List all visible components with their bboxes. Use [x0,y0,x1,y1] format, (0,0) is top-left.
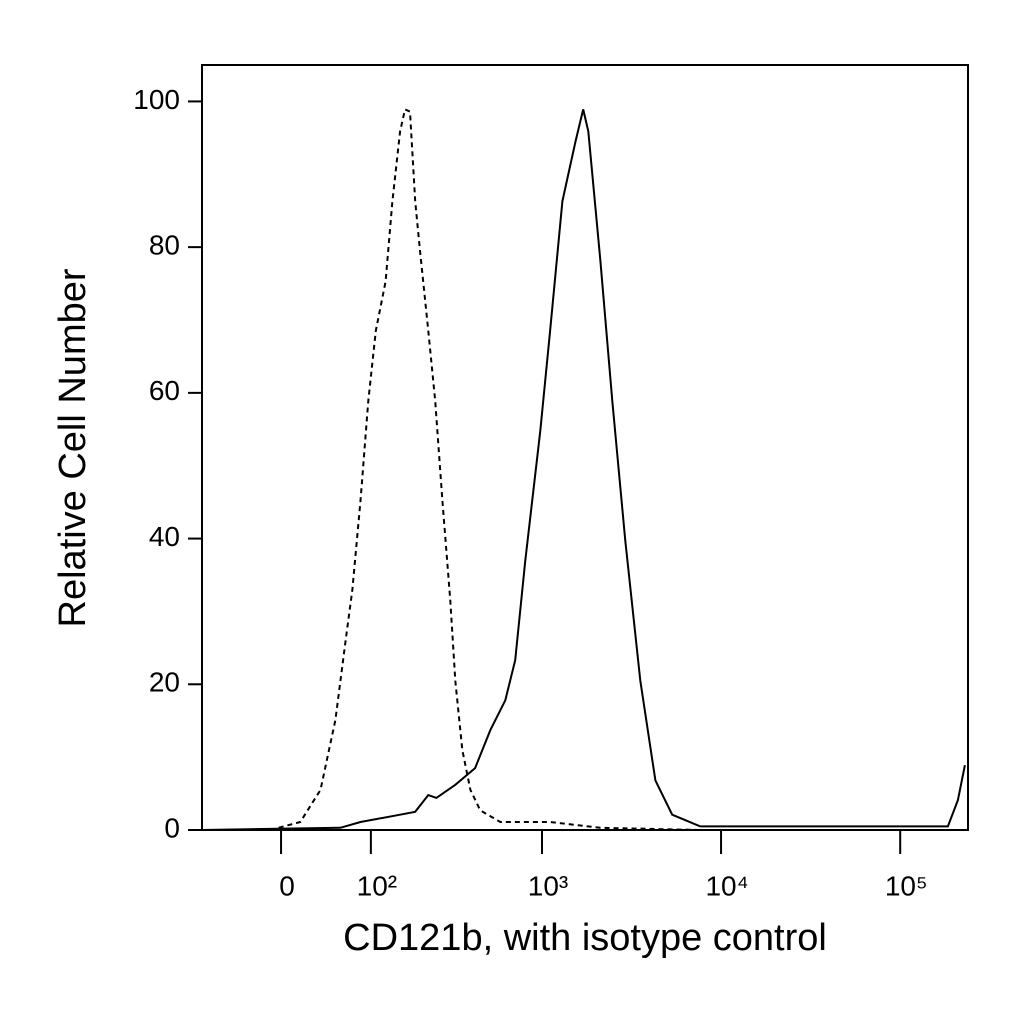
y-tick-label: 60 [149,375,180,406]
x-axis-label: CD121b, with isotype control [343,917,827,959]
y-tick-label: 100 [133,84,180,115]
x-tick-label: 10³ [528,870,568,901]
x-tick-label: 10⁵ [885,870,928,901]
plot-frame [201,64,969,831]
x-tick-label: 0 [279,870,295,901]
y-tick-label: 20 [149,667,180,698]
y-tick-label: 80 [149,230,180,261]
y-tick-label: 40 [149,521,180,552]
x-tick-label: 10⁴ [705,870,748,901]
data-line [269,107,960,831]
y-axis-label: Relative Cell Number [52,268,94,627]
y-tick-label: 0 [164,812,180,843]
x-tick-label: 10² [357,870,397,901]
data-line [201,109,966,831]
